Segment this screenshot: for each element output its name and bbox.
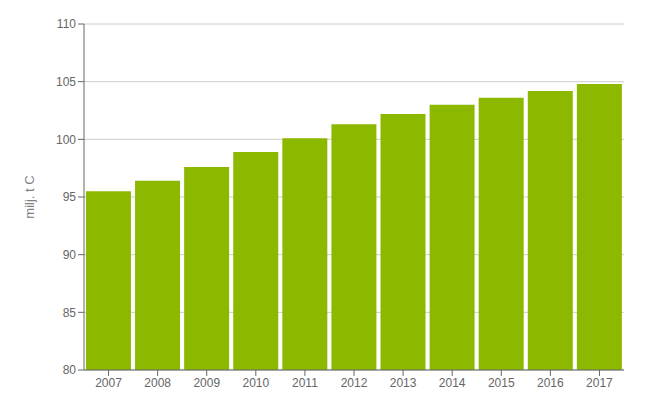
svg-text:2014: 2014	[439, 376, 466, 390]
svg-text:2012: 2012	[341, 376, 368, 390]
svg-text:95: 95	[63, 190, 77, 204]
svg-text:2016: 2016	[537, 376, 564, 390]
svg-text:2011: 2011	[292, 376, 318, 390]
svg-text:90: 90	[63, 248, 77, 262]
svg-text:2013: 2013	[390, 376, 417, 390]
svg-text:2008: 2008	[144, 376, 171, 390]
svg-text:100: 100	[56, 133, 76, 147]
svg-text:105: 105	[56, 75, 76, 89]
svg-text:2007: 2007	[95, 376, 122, 390]
svg-text:2017: 2017	[586, 376, 613, 390]
svg-text:85: 85	[63, 306, 77, 320]
svg-text:110: 110	[57, 17, 76, 31]
svg-text:2009: 2009	[193, 376, 220, 390]
svg-text:2010: 2010	[242, 376, 269, 390]
svg-text:milj. t C: milj. t C	[22, 175, 37, 218]
svg-text:80: 80	[63, 363, 77, 377]
svg-text:2015: 2015	[488, 376, 515, 390]
